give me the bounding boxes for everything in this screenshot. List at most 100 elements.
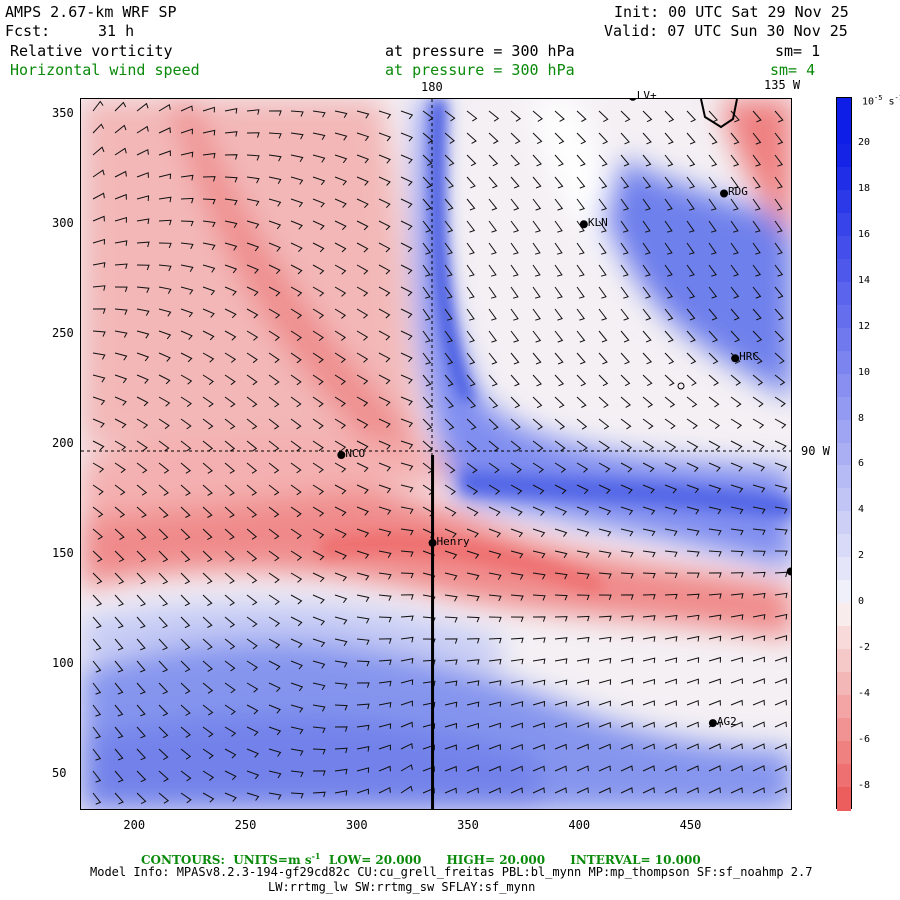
wind-barb [378, 659, 392, 666]
wind-barb [290, 550, 303, 561]
wind-barb [356, 550, 370, 559]
wind-barb [686, 418, 698, 430]
wind-barb [752, 440, 765, 451]
wind-barb [686, 765, 699, 772]
wind-barb [532, 572, 546, 580]
wind-barb [400, 110, 414, 120]
wind-barb [114, 374, 128, 384]
wind-barb [114, 594, 124, 607]
colorbar-segment [837, 580, 851, 605]
wind-barb [620, 110, 631, 123]
wind-barb [664, 110, 675, 123]
wind-barb [400, 220, 413, 231]
wind-barb [444, 198, 454, 211]
wind-barb [488, 765, 501, 772]
wind-barb [620, 308, 630, 321]
colorbar-segment [837, 718, 851, 743]
wind-barb [312, 572, 325, 583]
wind-barb [180, 660, 191, 673]
wind-barb [312, 528, 325, 539]
wind-barb [158, 770, 169, 782]
wind-barb [334, 396, 346, 407]
wind-barb [400, 594, 414, 600]
wind-barb [444, 484, 456, 495]
wind-barb [114, 660, 124, 673]
wind-barb [598, 484, 611, 494]
wind-barb [620, 550, 634, 558]
wind-barb [356, 220, 369, 231]
wind-barb [356, 788, 369, 795]
wind-barb [532, 242, 541, 255]
wind-barb [774, 198, 783, 211]
wind-barb [180, 484, 191, 496]
wind-barb [510, 743, 523, 750]
wind-barb [136, 770, 147, 783]
wind-barb [774, 699, 787, 706]
colorbar-segment [837, 511, 851, 536]
wind-barb [224, 660, 236, 672]
wind-barb [708, 264, 717, 277]
wind-barb [620, 678, 634, 685]
wind-barb [158, 660, 169, 673]
vorticity-shading [81, 99, 791, 809]
wind-barb [246, 506, 258, 518]
wind-barb [510, 154, 521, 167]
wind-barb [510, 308, 519, 321]
wind-barb [312, 506, 325, 517]
colorbar-tick-label: 10 [858, 366, 871, 378]
wind-barb [158, 550, 169, 563]
wind-barb [620, 154, 630, 167]
wind-barb [488, 176, 498, 189]
wind-barb [752, 678, 765, 684]
wind-barb [114, 638, 124, 651]
wind-barb [708, 286, 718, 299]
wind-barb [114, 240, 128, 246]
wind-barb [752, 462, 766, 472]
wind-barb [730, 528, 744, 536]
wind-barb [202, 264, 216, 273]
wind-barb [444, 396, 454, 409]
wind-barb [488, 744, 501, 750]
map-plot[interactable] [80, 98, 792, 810]
wind-barb [92, 440, 105, 451]
wind-barb [642, 743, 655, 750]
wind-barb [620, 462, 633, 473]
wind-barb [752, 264, 762, 277]
wind-barb [642, 132, 652, 145]
wind-barb [686, 396, 698, 408]
wind-barb [224, 264, 238, 274]
wind-barb [444, 220, 454, 233]
wind-barb [246, 594, 258, 606]
wind-barb [378, 616, 392, 623]
wind-barb [290, 286, 303, 297]
wind-barb [356, 352, 369, 363]
wind-barb [620, 374, 631, 387]
wind-barb [400, 132, 414, 142]
wind-barb [642, 765, 655, 772]
wind-barb [378, 154, 391, 164]
wind-barb [334, 594, 348, 603]
wind-barb [532, 330, 542, 343]
wind-barb [378, 701, 392, 708]
wind-barb [378, 220, 391, 231]
field2-level: at pressure = 300 hPa [385, 61, 575, 79]
wind-barb [466, 594, 480, 602]
wind-barb [202, 129, 216, 136]
wind-barb [620, 506, 634, 516]
wind-barb [312, 198, 325, 208]
wind-barb [356, 286, 369, 297]
wind-barb [466, 462, 478, 474]
wind-barb [730, 396, 742, 408]
wind-barb [114, 748, 124, 761]
wind-barb [202, 286, 216, 296]
wind-barb [686, 176, 696, 189]
wind-barb [136, 528, 147, 541]
wind-barb [752, 418, 765, 429]
wind-barb [708, 330, 718, 343]
x-tick-label: 200 [123, 818, 146, 832]
wind-barb [246, 374, 258, 386]
station-markers [337, 99, 791, 728]
wind-barb [378, 594, 392, 601]
wind-barb [114, 396, 127, 406]
wind-barb [158, 374, 171, 385]
